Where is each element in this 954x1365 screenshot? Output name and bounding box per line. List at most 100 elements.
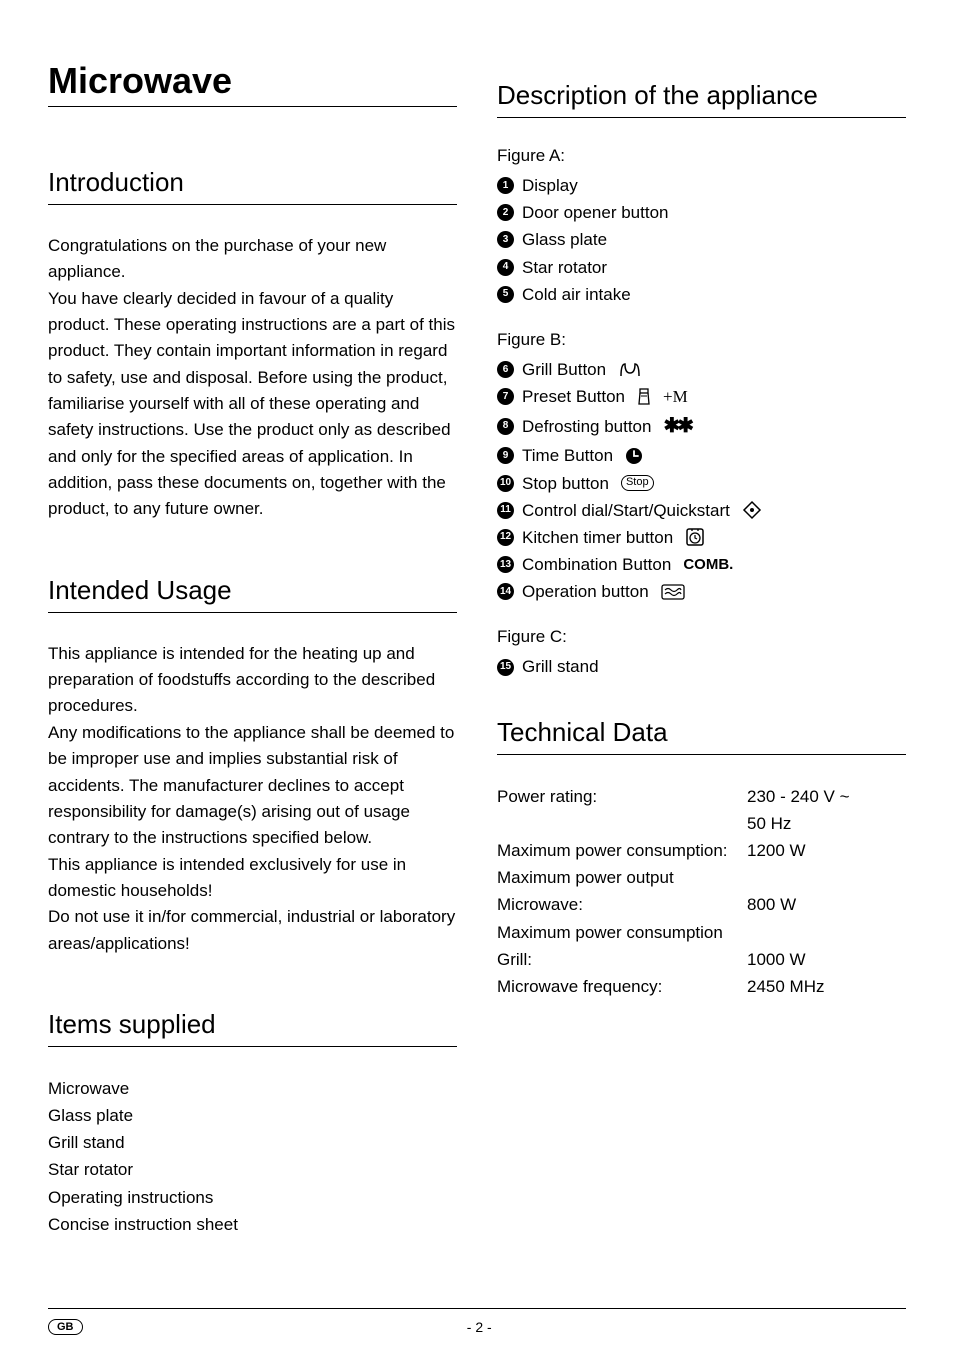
list-item: 12 Kitchen timer button bbox=[497, 524, 906, 551]
num-badge-icon: 3 bbox=[497, 231, 514, 248]
item-text: Stop button bbox=[522, 470, 609, 497]
num-badge-icon: 1 bbox=[497, 177, 514, 194]
usage-p4: Do not use it in/for commercial, industr… bbox=[48, 904, 457, 957]
figure-b-list: 6 Grill Button 7 Preset Button +M 8 Defr… bbox=[497, 356, 906, 606]
intro-p1: Congratulations on the purchase of your … bbox=[48, 233, 457, 286]
stop-icon: Stop bbox=[621, 475, 654, 491]
comb-icon: COMB. bbox=[683, 553, 733, 577]
desc-heading: Description of the appliance bbox=[497, 80, 906, 118]
list-item: 11 Control dial/Start/Quickstart bbox=[497, 497, 906, 524]
num-badge-icon: 8 bbox=[497, 418, 514, 435]
tech-value bbox=[747, 919, 906, 946]
tech-value: 230 - 240 V ~ bbox=[747, 783, 906, 810]
tech-label: Microwave: bbox=[497, 891, 747, 918]
item-text: Display bbox=[522, 172, 578, 199]
item-text: Operation button bbox=[522, 578, 649, 605]
tech-value: 1200 W bbox=[747, 837, 906, 864]
num-badge-icon: 7 bbox=[497, 388, 514, 405]
num-badge-icon: 10 bbox=[497, 475, 514, 492]
list-item: Grill stand bbox=[48, 1129, 457, 1156]
item-text: Star rotator bbox=[522, 254, 607, 281]
list-item: 6 Grill Button bbox=[497, 356, 906, 383]
figure-a-list: 1 Display 2 Door opener button 3 Glass plat… bbox=[497, 172, 906, 308]
item-text: Time Button bbox=[522, 442, 613, 469]
tech-label: Maximum power output bbox=[497, 864, 747, 891]
clock-icon bbox=[625, 447, 643, 465]
item-text: Grill stand bbox=[522, 653, 599, 680]
num-badge-icon: 6 bbox=[497, 361, 514, 378]
item-text: Kitchen timer button bbox=[522, 524, 673, 551]
waves-icon bbox=[661, 584, 685, 600]
num-badge-icon: 5 bbox=[497, 286, 514, 303]
tech-label: Maximum power consumption bbox=[497, 919, 747, 946]
list-item: 14 Operation button bbox=[497, 578, 906, 605]
tech-value: 800 W bbox=[747, 891, 906, 918]
usage-p2: Any modifications to the appliance shall… bbox=[48, 720, 457, 852]
right-column: Description of the appliance Figure A: 1… bbox=[497, 60, 906, 1238]
usage-heading: Intended Usage bbox=[48, 575, 457, 613]
list-item: 2 Door opener button bbox=[497, 199, 906, 226]
list-item: 15Grill stand bbox=[497, 653, 906, 680]
defrost-icon: ✱✱ bbox=[663, 410, 691, 442]
tech-label: Grill: bbox=[497, 946, 747, 973]
list-item: 5 Cold air intake bbox=[497, 281, 906, 308]
item-text: Glass plate bbox=[522, 226, 607, 253]
preset-label: +M bbox=[663, 383, 688, 410]
num-badge-icon: 4 bbox=[497, 259, 514, 276]
table-row: Microwave frequency:2450 MHz bbox=[497, 973, 906, 1000]
page-number: - 2 - bbox=[83, 1319, 877, 1335]
figure-b-label: Figure B: bbox=[497, 330, 906, 350]
list-item: Star rotator bbox=[48, 1156, 457, 1183]
tech-value: 1000 W bbox=[747, 946, 906, 973]
items-heading: Items supplied bbox=[48, 1009, 457, 1047]
list-item: Glass plate bbox=[48, 1102, 457, 1129]
table-row: Power rating:230 - 240 V ~ bbox=[497, 783, 906, 810]
table-row: Maximum power output bbox=[497, 864, 906, 891]
list-item: 3 Glass plate bbox=[497, 226, 906, 253]
tech-label: Maximum power consumption: bbox=[497, 837, 747, 864]
num-badge-icon: 11 bbox=[497, 502, 514, 519]
tech-value bbox=[747, 864, 906, 891]
figure-c-list: 15Grill stand bbox=[497, 653, 906, 680]
left-column: Microwave Introduction Congratulations o… bbox=[48, 60, 457, 1238]
dial-icon bbox=[742, 500, 762, 520]
list-item: 8 Defrosting button ✱✱ bbox=[497, 410, 906, 442]
table-row: Grill:1000 W bbox=[497, 946, 906, 973]
figure-c-label: Figure C: bbox=[497, 627, 906, 647]
list-item: 7 Preset Button +M bbox=[497, 383, 906, 410]
page-title: Microwave bbox=[48, 60, 457, 107]
list-item: Operating instructions bbox=[48, 1184, 457, 1211]
table-row: Maximum power consumption bbox=[497, 919, 906, 946]
item-text: Control dial/Start/Quickstart bbox=[522, 497, 730, 524]
list-item: 13 Combination Button COMB. bbox=[497, 551, 906, 578]
table-row: 50 Hz bbox=[497, 810, 906, 837]
item-text: Defrosting button bbox=[522, 413, 651, 440]
num-badge-icon: 9 bbox=[497, 447, 514, 464]
num-badge-icon: 12 bbox=[497, 529, 514, 546]
items-list: Microwave Glass plate Grill stand Star r… bbox=[48, 1075, 457, 1238]
list-item: 1 Display bbox=[497, 172, 906, 199]
num-badge-icon: 2 bbox=[497, 204, 514, 221]
tech-value: 50 Hz bbox=[747, 810, 906, 837]
item-text: Door opener button bbox=[522, 199, 669, 226]
table-row: Maximum power consumption:1200 W bbox=[497, 837, 906, 864]
intro-p2: You have clearly decided in favour of a … bbox=[48, 286, 457, 523]
usage-p3: This appliance is intended exclusively f… bbox=[48, 852, 457, 905]
tech-heading: Technical Data bbox=[497, 717, 906, 755]
list-item: 10 Stop button Stop bbox=[497, 470, 906, 497]
figure-a-label: Figure A: bbox=[497, 146, 906, 166]
list-item: 4 Star rotator bbox=[497, 254, 906, 281]
tech-label bbox=[497, 810, 747, 837]
item-text: Cold air intake bbox=[522, 281, 631, 308]
preset-icon bbox=[637, 388, 651, 406]
tech-table: Power rating:230 - 240 V ~ 50 Hz Maximum… bbox=[497, 783, 906, 1001]
list-item: Concise instruction sheet bbox=[48, 1211, 457, 1238]
intro-heading: Introduction bbox=[48, 167, 457, 205]
tech-value: 2450 MHz bbox=[747, 973, 906, 1000]
list-item: 9 Time Button bbox=[497, 442, 906, 469]
item-text: Grill Button bbox=[522, 356, 606, 383]
tech-label: Power rating: bbox=[497, 783, 747, 810]
tech-label: Microwave frequency: bbox=[497, 973, 747, 1000]
region-badge: GB bbox=[48, 1319, 83, 1335]
timer-icon bbox=[685, 527, 705, 547]
